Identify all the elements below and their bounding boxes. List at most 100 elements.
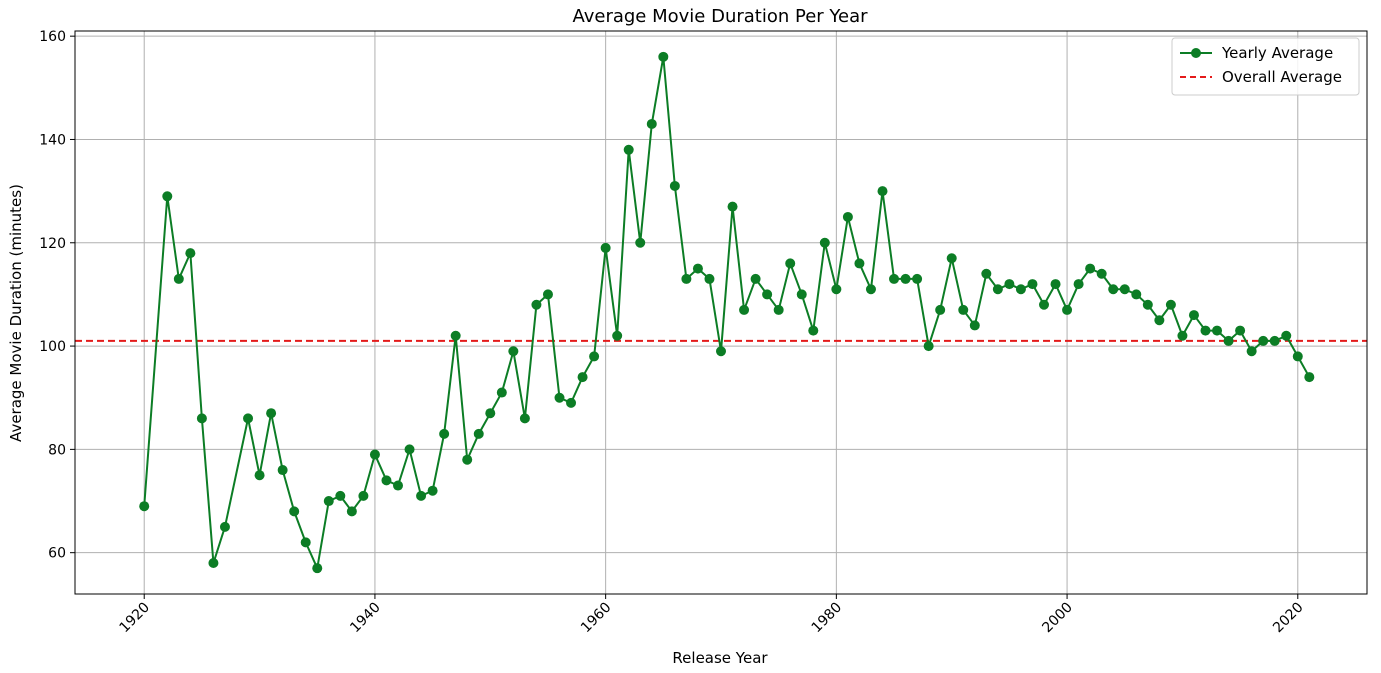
data-point-1939 xyxy=(358,490,369,501)
legend-marker-yearly-average xyxy=(1191,48,1201,58)
data-point-1986 xyxy=(900,273,911,284)
x-tick-label-1940: 1940 xyxy=(347,600,384,637)
data-point-1940 xyxy=(369,449,380,460)
data-point-2013 xyxy=(1212,325,1223,336)
data-point-1993 xyxy=(981,268,992,279)
data-point-2016 xyxy=(1246,346,1257,357)
x-axis-ticks: 1920 1940 1960 1980 2000 2020 xyxy=(117,594,1307,636)
data-point-1959 xyxy=(589,351,600,362)
x-tick-label-1920: 1920 xyxy=(117,600,154,637)
data-point-1970 xyxy=(716,346,726,357)
data-point-1963 xyxy=(635,237,646,248)
data-point-1933 xyxy=(289,506,300,517)
legend-box xyxy=(1171,37,1360,96)
data-point-1983 xyxy=(865,284,876,295)
data-point-1966 xyxy=(669,180,680,191)
y-tick-label-80: 80 xyxy=(48,442,66,458)
data-point-1977 xyxy=(796,289,807,300)
x-tick-label-1980: 1980 xyxy=(809,600,846,637)
data-point-1991 xyxy=(958,304,969,315)
data-point-1971 xyxy=(727,201,738,212)
data-point-1943 xyxy=(404,444,415,455)
legend-label-overall-average: Overall Average xyxy=(1222,68,1342,86)
legend: Yearly Average Overall Average xyxy=(1171,37,1360,96)
data-point-1949 xyxy=(473,428,484,439)
data-point-1942 xyxy=(393,480,403,491)
data-point-1984 xyxy=(877,186,888,197)
data-point-1941 xyxy=(381,475,392,486)
data-point-1931 xyxy=(266,408,277,419)
data-point-2017 xyxy=(1258,335,1269,346)
data-point-2020 xyxy=(1292,351,1303,362)
data-point-1938 xyxy=(346,506,357,517)
data-point-1927 xyxy=(219,521,230,532)
data-point-1999 xyxy=(1050,279,1061,290)
data-point-1951 xyxy=(496,387,507,398)
data-point-1965 xyxy=(658,51,669,62)
data-point-1994 xyxy=(992,284,1003,295)
data-point-2011 xyxy=(1188,310,1199,321)
y-tick-label-100: 100 xyxy=(39,339,66,355)
data-point-1976 xyxy=(785,258,796,269)
chart-title: Average Movie Duration Per Year xyxy=(572,6,868,27)
data-point-1955 xyxy=(542,289,553,300)
y-tick-label-160: 160 xyxy=(39,29,66,45)
data-point-1922 xyxy=(162,191,173,202)
data-point-1978 xyxy=(808,325,819,336)
data-point-2014 xyxy=(1223,335,1234,346)
data-point-2002 xyxy=(1085,263,1096,274)
data-point-1990 xyxy=(946,253,957,264)
data-point-2008 xyxy=(1154,315,1165,326)
data-point-1924 xyxy=(185,248,196,259)
x-tick-label-2000: 2000 xyxy=(1039,600,1076,637)
data-point-2021 xyxy=(1304,372,1315,383)
data-point-1997 xyxy=(1027,279,1038,290)
data-point-1934 xyxy=(300,537,311,548)
data-point-1944 xyxy=(416,490,427,501)
yearly-average-line xyxy=(143,55,1311,570)
y-axis-ticks: 60 80 100 120 140 160 xyxy=(39,29,75,562)
data-point-1920 xyxy=(139,501,150,512)
data-point-2005 xyxy=(1119,284,1130,295)
data-point-1960 xyxy=(600,242,611,253)
data-point-1929 xyxy=(243,413,254,424)
data-point-1967 xyxy=(681,273,692,284)
legend-label-yearly-average: Yearly Average xyxy=(1221,44,1333,62)
data-point-1946 xyxy=(439,428,450,439)
data-point-1974 xyxy=(762,289,773,300)
data-point-2003 xyxy=(1096,268,1107,279)
data-point-1945 xyxy=(427,485,438,496)
data-point-1979 xyxy=(819,237,830,248)
data-point-2012 xyxy=(1200,325,1211,336)
data-point-1936 xyxy=(323,496,334,507)
data-point-1982 xyxy=(854,258,865,269)
data-point-2019 xyxy=(1281,330,1292,341)
y-tick-label-60: 60 xyxy=(48,546,66,562)
data-point-1930 xyxy=(254,470,265,481)
data-point-2001 xyxy=(1073,279,1084,290)
data-point-1958 xyxy=(577,372,588,383)
data-point-1995 xyxy=(1004,279,1015,290)
data-point-1962 xyxy=(623,144,634,155)
data-point-1985 xyxy=(889,273,900,284)
data-point-1981 xyxy=(842,211,853,222)
y-tick-label-140: 140 xyxy=(39,132,66,148)
data-point-1956 xyxy=(554,392,565,403)
data-point-1952 xyxy=(508,346,519,357)
data-point-2018 xyxy=(1269,335,1280,346)
data-point-2015 xyxy=(1235,325,1246,336)
data-point-2010 xyxy=(1177,330,1188,341)
data-point-1973 xyxy=(750,273,761,284)
data-point-1987 xyxy=(912,273,923,284)
data-point-1953 xyxy=(519,413,530,424)
data-point-1947 xyxy=(450,330,461,341)
data-point-1923 xyxy=(173,273,184,284)
data-point-1975 xyxy=(773,304,784,315)
data-point-1950 xyxy=(485,408,496,419)
data-point-1948 xyxy=(462,454,473,465)
data-point-2004 xyxy=(1108,284,1119,295)
data-point-1964 xyxy=(646,118,657,129)
plot-area-frame xyxy=(74,30,1368,595)
data-point-1954 xyxy=(531,299,542,310)
